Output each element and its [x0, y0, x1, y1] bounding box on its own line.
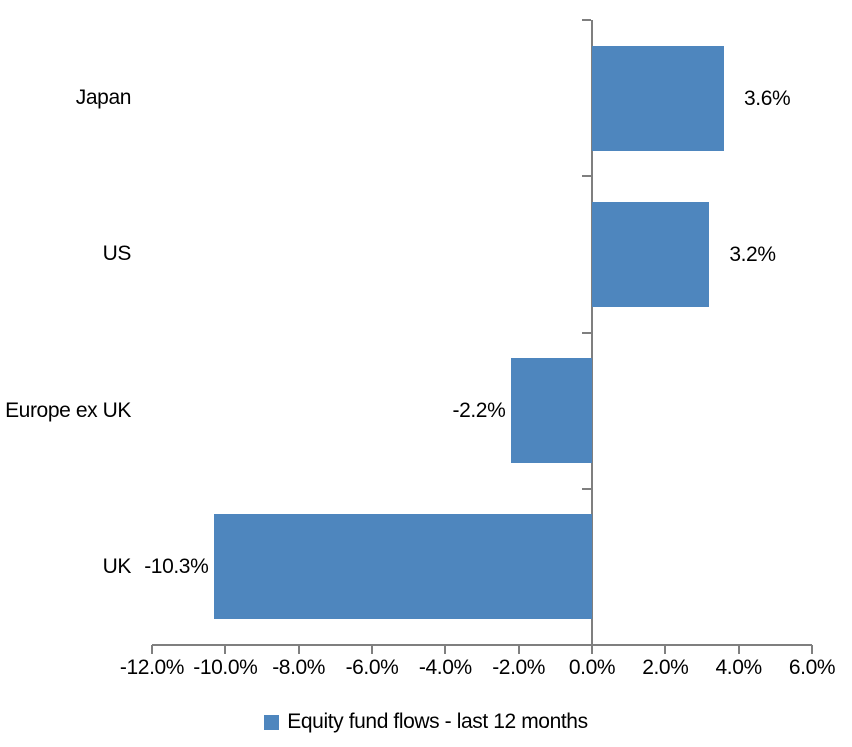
- y-axis-line: [591, 20, 593, 645]
- x-axis-tick: [297, 645, 300, 654]
- bar-europe-ex-uk: [511, 358, 592, 464]
- x-tick-label-9: 6.0%: [788, 656, 836, 679]
- y-axis-tick: [582, 331, 591, 334]
- bar-uk: [214, 514, 592, 620]
- x-tick-label-5: -2.0%: [492, 656, 546, 679]
- x-tick-label-2: -8.0%: [272, 656, 326, 679]
- x-axis-tick: [444, 645, 447, 654]
- x-axis-tick: [664, 645, 667, 654]
- legend: Equity fund flows - last 12 months: [0, 706, 852, 738]
- value-label-us: 3.2%: [729, 242, 776, 266]
- x-axis-tick: [591, 645, 593, 654]
- bar-japan: [592, 45, 724, 151]
- x-tick-label-3: -6.0%: [345, 656, 399, 679]
- category-label-europe-ex-uk: Europe ex UK: [5, 398, 131, 422]
- x-tick-label-4: -4.0%: [418, 656, 472, 679]
- x-tick-label-8: 4.0%: [715, 656, 763, 679]
- x-axis-tick: [517, 645, 520, 654]
- x-axis-tick: [151, 645, 153, 654]
- x-axis-tick: [811, 645, 813, 654]
- x-tick-label-6: 0.0%: [568, 656, 616, 679]
- x-tick-label-0: -12.0%: [119, 656, 185, 679]
- category-label-uk: UK: [102, 554, 132, 578]
- x-axis-tick: [737, 645, 740, 654]
- y-axis-tick: [582, 487, 591, 490]
- value-label-europe-ex-uk: -2.2%: [452, 399, 506, 423]
- x-axis-tick: [224, 645, 227, 654]
- value-label-uk: -10.3%: [144, 555, 209, 579]
- y-axis-tick: [582, 19, 591, 21]
- bar-us: [592, 201, 710, 307]
- x-axis-line: [152, 644, 812, 646]
- category-label-us: US: [102, 242, 132, 266]
- x-tick-label-1: -10.0%: [193, 656, 258, 679]
- value-label-japan: 3.6%: [744, 86, 791, 110]
- x-tick-label-7: 2.0%: [642, 656, 689, 679]
- x-axis-tick: [371, 645, 373, 654]
- legend-label: Equity fund flows - last 12 months: [287, 710, 588, 733]
- category-label-japan: Japan: [75, 86, 132, 109]
- legend-swatch-icon: [264, 714, 280, 730]
- y-axis-tick: [582, 175, 591, 178]
